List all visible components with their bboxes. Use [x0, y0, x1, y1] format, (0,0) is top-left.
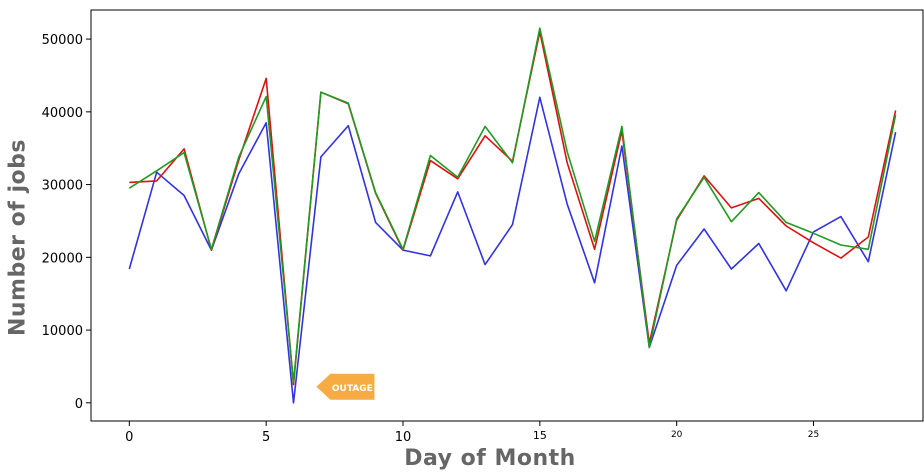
y-tick-label: 10000	[42, 324, 83, 339]
x-tick-label: 20	[671, 430, 683, 440]
x-tick-label: 15	[533, 429, 547, 442]
x-tick-label: 10	[395, 430, 412, 445]
y-tick-label: 20000	[42, 251, 83, 266]
y-tick-label: 50000	[42, 33, 83, 48]
y-tick-label: 40000	[42, 106, 83, 121]
x-tick-label: 0	[125, 430, 133, 445]
x-axis-title: Day of Month	[404, 446, 576, 471]
outage-annotation-tag	[316, 373, 375, 400]
series-line-1	[128, 96, 897, 404]
outage-annotation-label: OUTAGE	[332, 384, 373, 394]
x-axis-ticks: 0 5 10 15 20 25	[125, 421, 819, 445]
y-axis-title: Number of jobs	[5, 138, 31, 337]
y-tick-label: 0	[75, 397, 83, 412]
series-line-2	[129, 30, 897, 386]
annotations: OUTAGE	[316, 373, 375, 400]
x-tick-label: 25	[808, 430, 819, 440]
plot-area-frame	[90, 9, 924, 422]
x-tick-label: 5	[262, 430, 270, 445]
y-axis-ticks: 0 10000 20000 30000 40000 50000	[42, 33, 91, 412]
series-lines	[128, 27, 897, 404]
y-tick-label: 30000	[42, 179, 83, 194]
series-line-3	[128, 27, 897, 384]
